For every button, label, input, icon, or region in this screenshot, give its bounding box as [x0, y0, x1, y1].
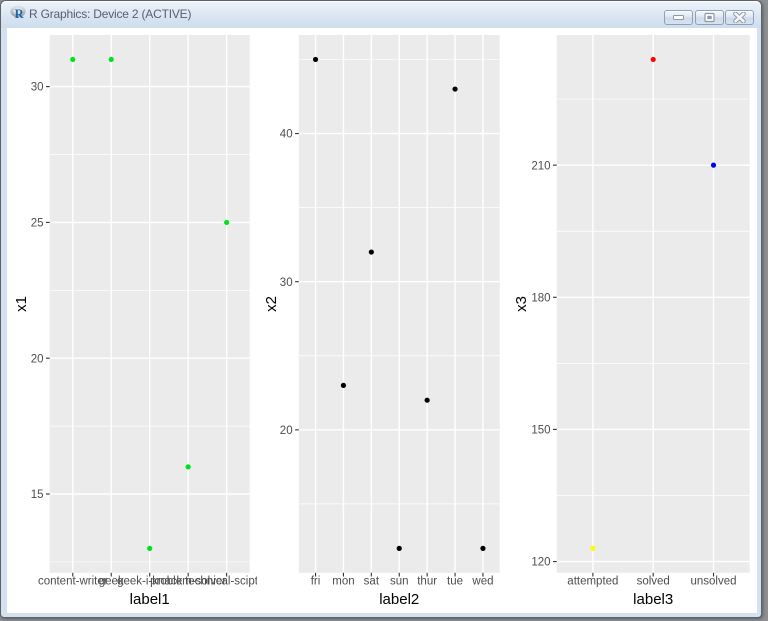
data-point — [70, 56, 76, 63]
x-tick-label: attempted — [567, 576, 618, 588]
y-axis-title: x3 — [513, 296, 530, 312]
data-point — [590, 545, 596, 551]
x-tick-label: problem-solver — [150, 576, 226, 588]
maximize-button[interactable] — [694, 10, 724, 25]
y-tick-label: 20 — [31, 353, 44, 365]
x-tick-label: geek-i-knack — [117, 576, 182, 588]
y-tick-label: 25 — [31, 218, 44, 230]
data-point — [710, 162, 717, 168]
x-tick-label: fri — [311, 576, 321, 588]
y-tick-label: 30 — [280, 277, 293, 289]
x-tick-label: geek — [99, 576, 124, 588]
data-point — [224, 219, 230, 226]
minimize-button[interactable] — [664, 10, 693, 25]
plot-x1-svg: 15 20 25 30 content-writergeekgeek-i-knackpr… — [13, 35, 257, 608]
data-point — [340, 382, 347, 388]
data-point — [368, 249, 374, 255]
minimize-icon — [673, 14, 684, 20]
x-tick-label: sun — [390, 576, 409, 588]
x-tick-label: tue — [447, 576, 463, 588]
x-tick-label: mon — [332, 576, 354, 588]
r-logo-icon: R — [10, 5, 26, 20]
y-tick-label: 40 — [280, 129, 293, 141]
close-icon — [733, 11, 746, 23]
y-tick-label: 15 — [31, 489, 44, 501]
data-point — [480, 545, 486, 551]
data-point — [452, 86, 458, 92]
titlebar[interactable]: R R Graphics: Device 2 (ACTIVE) — [1, 1, 761, 28]
x-tick-label: technical-scipter — [185, 576, 257, 588]
y-tick-label: 210 — [531, 160, 550, 172]
data-point — [396, 545, 402, 551]
x-tick-label: sat — [364, 576, 380, 588]
x-tick-label: wed — [471, 576, 493, 588]
plot-x2-label2: 20 30 40 fri mon sat sun thur tue wed label2 x2 — [257, 28, 507, 613]
maximize-icon — [703, 12, 715, 22]
data-point — [424, 397, 430, 403]
plot-x1-label1: 15 20 25 30 content-writer geek geek-i-knack pr… — [7, 28, 257, 613]
caption-buttons — [663, 10, 754, 25]
data-point — [650, 56, 656, 63]
x-tick-label: solved — [637, 576, 670, 588]
data-point — [108, 56, 114, 63]
plot-x2-svg: 20 30 40 fri mon sat sun thur tue wed label2 x2 — [263, 35, 500, 608]
data-point — [147, 545, 153, 551]
y-tick-label: 20 — [280, 425, 293, 437]
y-tick-label: 150 — [531, 425, 550, 437]
x-axis-title: label3 — [633, 591, 673, 608]
y-tick-label: 180 — [531, 292, 550, 304]
y-axis-title: x2 — [263, 296, 280, 312]
x-tick-label: thur — [417, 576, 437, 588]
y-axis-title: x1 — [13, 296, 30, 312]
close-button[interactable] — [725, 10, 754, 25]
graphics-device-canvas[interactable]: 15 20 25 30 content-writer geek geek-i-knack pr… — [7, 28, 757, 613]
x-axis-title: label1 — [130, 591, 170, 608]
window-title: R Graphics: Device 2 (ACTIVE) — [29, 7, 192, 21]
x-axis-title: label2 — [379, 591, 419, 608]
data-point — [312, 56, 319, 63]
plot-x3-svg: 120 150 180 210 attempted solved unsolved label… — [513, 35, 750, 608]
data-point — [185, 464, 191, 470]
plot-x3-label3: 120 150 180 210 attempted solved unsolved label… — [507, 28, 757, 613]
y-tick-label: 120 — [531, 557, 550, 569]
x-tick-label: content-writer — [38, 576, 108, 588]
y-tick-label: 30 — [31, 82, 44, 94]
svg-text:R: R — [15, 7, 25, 20]
x-tick-label: unsolved — [690, 576, 736, 588]
